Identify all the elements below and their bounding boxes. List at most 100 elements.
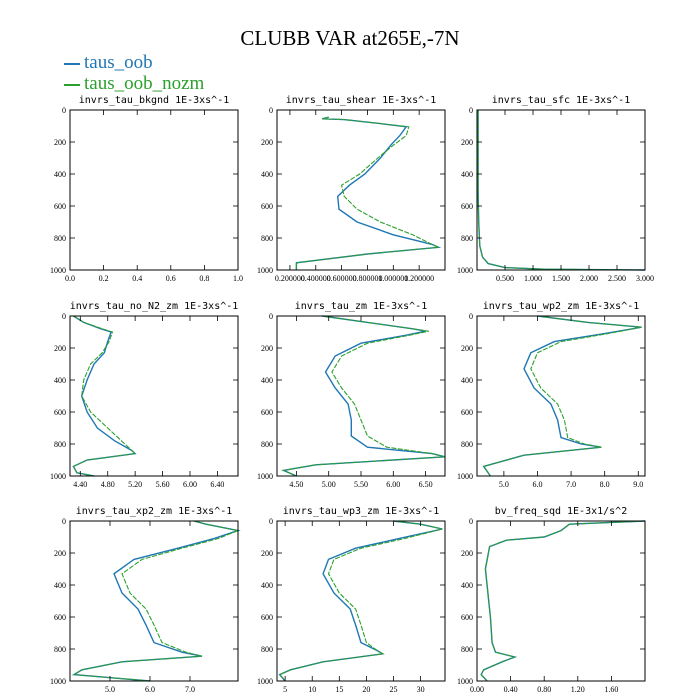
panel-title: invrs_tau_bkgnd 1E-3xs^-1 (79, 95, 230, 106)
y-tick-label: 1000 (257, 472, 273, 481)
panel-6: invrs_tau_wp2_zm 1E-3xs^-1 0 200 400 600 800 1… (457, 301, 646, 489)
series-line-taus-oob-nozm (72, 315, 137, 477)
y-tick-label: 200 (461, 344, 473, 353)
series-line-taus-oob-nozm (477, 110, 646, 271)
series-line-taus-oob (477, 110, 646, 271)
x-tick-label: 0.00 (470, 685, 484, 694)
y-tick-label: 1000 (50, 472, 66, 481)
panel-1: invrs_tau_bkgnd 1E-3xs^-1 0 200 400 600 800 10… (50, 95, 243, 283)
x-tick-label: 1.0 (233, 274, 243, 283)
y-tick-label: 600 (261, 613, 273, 622)
y-tick-label: 400 (461, 376, 473, 385)
y-tick-label: 0 (62, 312, 66, 321)
y-tick-label: 1000 (257, 266, 273, 275)
x-tick-label: 7.0 (185, 685, 195, 694)
panel-frame (69, 520, 239, 682)
panel-4: invrs_tau_no_N2_zm 1E-3xs^-1 0 200 400 600 80… (50, 301, 239, 489)
x-tick-label: 0.0 (65, 274, 75, 283)
x-tick-label: 0.8 (199, 274, 209, 283)
x-tick-label: 6.0 (145, 685, 155, 694)
series-line-taus-oob (480, 520, 646, 682)
y-tick-label: 200 (54, 549, 66, 558)
x-tick-label: 4.50 (289, 480, 303, 489)
x-tick-label: 0.6 (166, 274, 176, 283)
panel-8: invrs_tau_wp3_zm 1E-3xs^-1 0 200 400 600 800 1… (257, 506, 446, 694)
series-line-taus-oob-nozm (482, 315, 642, 477)
x-tick-label: 5.20 (128, 480, 142, 489)
y-tick-label: 400 (261, 581, 273, 590)
x-tick-label: 0.800000 (352, 274, 382, 283)
y-tick-label: 0 (469, 106, 473, 115)
panel-title: invrs_tau_shear 1E-3xs^-1 (286, 95, 437, 106)
y-tick-label: 200 (261, 138, 273, 147)
y-tick-label: 200 (261, 549, 273, 558)
x-tick-label: 15 (335, 685, 343, 694)
panel-5: invrs_tau_zm 1E-3xs^-1 0 200 400 600 800 1000 4… (257, 301, 446, 489)
x-tick-label: 2.500 (608, 274, 626, 283)
y-tick-label: 800 (54, 234, 66, 243)
y-tick-label: 800 (261, 645, 273, 654)
legend-label-taus-oob: taus_oob (84, 52, 153, 73)
series-line-taus-oob-nozm (72, 520, 240, 682)
panel-frame (276, 520, 446, 682)
series-line-taus-oob (72, 315, 137, 477)
y-tick-label: 600 (261, 408, 273, 417)
x-tick-label: 0.500 (496, 274, 514, 283)
series-line-taus-oob-nozm (278, 520, 443, 682)
y-tick-label: 1000 (257, 677, 273, 686)
y-tick-label: 200 (54, 138, 66, 147)
x-tick-label: 0.200000 (275, 274, 305, 283)
x-tick-label: 30 (417, 685, 425, 694)
y-tick-label: 800 (261, 234, 273, 243)
y-tick-label: 0 (62, 517, 66, 526)
y-tick-label: 400 (54, 376, 66, 385)
y-tick-label: 800 (54, 645, 66, 654)
x-tick-label: 0.80 (537, 685, 551, 694)
x-tick-label: 1.20 (571, 685, 585, 694)
x-tick-label: 6.00 (183, 480, 197, 489)
x-tick-label: 0.400000 (301, 274, 331, 283)
panel-7: invrs_tau_xp2_zm 1E-3xs^-1 0 200 400 600 800 1… (50, 506, 241, 694)
y-tick-label: 200 (54, 344, 66, 353)
x-tick-label: 1.000 (524, 274, 542, 283)
series-line-taus-oob-nozm (295, 116, 441, 270)
x-tick-label: 0.40 (504, 685, 518, 694)
panel-title: invrs_tau_sfc 1E-3xs^-1 (492, 95, 630, 106)
panel-title: invrs_tau_zm 1E-3xs^-1 (295, 301, 427, 312)
panel-title: invrs_tau_wp3_zm 1E-3xs^-1 (283, 506, 440, 517)
x-tick-label: 0.600000 (327, 274, 357, 283)
x-tick-label: 8.0 (600, 480, 610, 489)
y-tick-label: 400 (54, 581, 66, 590)
y-tick-label: 800 (461, 234, 473, 243)
y-tick-label: 400 (261, 170, 273, 179)
x-tick-label: 10 (308, 685, 316, 694)
y-tick-label: 200 (461, 138, 473, 147)
y-tick-label: 800 (461, 645, 473, 654)
x-tick-label: 6.00 (386, 480, 400, 489)
y-tick-label: 1000 (457, 266, 473, 275)
y-tick-label: 0 (469, 312, 473, 321)
y-tick-label: 800 (54, 440, 66, 449)
x-tick-label: 5 (283, 685, 287, 694)
figure-title: CLUBB VAR at265E,-7N (240, 26, 460, 50)
series-line-taus-oob-nozm (281, 315, 446, 477)
y-tick-label: 600 (461, 408, 473, 417)
x-tick-label: 1.500 (552, 274, 570, 283)
x-tick-label: 5.0 (105, 685, 115, 694)
panel-frame (476, 315, 646, 477)
x-tick-label: 1.60 (604, 685, 618, 694)
series-line-taus-oob (482, 315, 642, 477)
y-tick-label: 0 (269, 312, 273, 321)
x-tick-label: 0.4 (132, 274, 142, 283)
panel-title: invrs_tau_xp2_zm 1E-3xs^-1 (76, 506, 233, 517)
x-tick-label: 5.00 (322, 480, 336, 489)
legend-item-taus-oob: taus_oob (64, 52, 153, 74)
panel-9: bv_freq_sqd 1E-3x1/s^2020040060080010000… (457, 506, 646, 694)
panel-frame (69, 109, 239, 271)
x-tick-label: 5.60 (156, 480, 170, 489)
x-tick-label: 3.000 (636, 274, 654, 283)
x-tick-label: 7.0 (566, 480, 576, 489)
legend-label-taus-oob-nozm: taus_oob_nozm (84, 73, 205, 94)
y-tick-label: 200 (461, 549, 473, 558)
